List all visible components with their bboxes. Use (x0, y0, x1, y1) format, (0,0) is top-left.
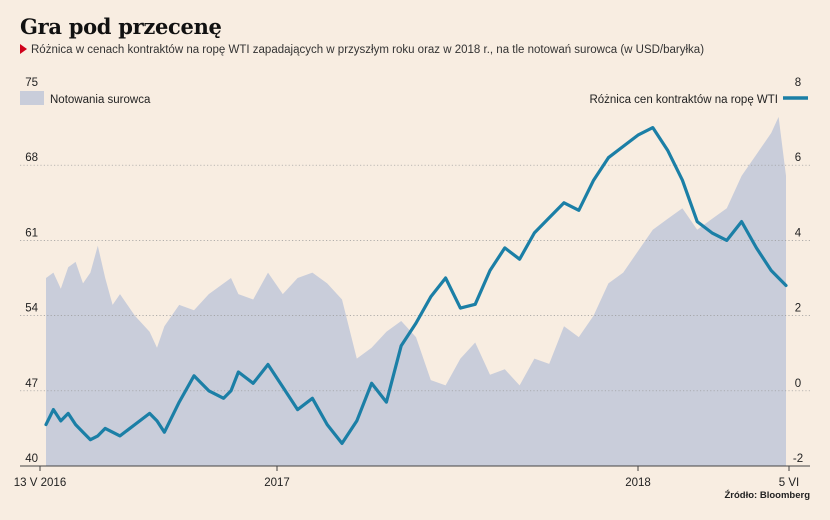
spread-line-series (44, 126, 788, 445)
right-axis-tick-label: 6 (795, 152, 801, 164)
x-axis-tick-label: 13 V 2016 (14, 477, 66, 489)
price-area-series (46, 116, 786, 467)
right-axis-tick-label: 0 (795, 378, 801, 390)
chart-subtitle: Różnica w cenach kontraktów na ropę WTI … (20, 44, 704, 56)
left-axis-tick-label: 40 (25, 453, 38, 465)
left-axis-tick-label: 75 (25, 77, 38, 89)
source-note: Źródło: Bloomberg (724, 490, 811, 501)
red-triangle-icon (20, 44, 27, 54)
legend-area-label: Notowania surowca (50, 94, 151, 106)
x-axis-tick-label: 5 VI (779, 477, 799, 489)
chart-title: Gra pod przecenę (20, 14, 222, 39)
left-axis-tick-label: 61 (25, 227, 38, 239)
x-axis-tick-label: 2017 (264, 477, 290, 489)
legend-line-label: Różnica cen kontraktów na ropę WTI (589, 94, 778, 106)
right-axis-tick-label: 4 (795, 227, 802, 239)
left-axis-tick-label: 68 (25, 152, 38, 164)
subtitle-text: Różnica w cenach kontraktów na ropę WTI … (31, 44, 705, 56)
right-axis-tick-label: -2 (793, 453, 803, 465)
right-axis-tick-label: 8 (795, 77, 801, 89)
left-axis-tick-label: 54 (25, 303, 38, 315)
left-axis-tick-label: 47 (25, 378, 38, 390)
right-axis-tick-label: 2 (795, 303, 801, 315)
x-axis-tick-label: 2018 (625, 477, 651, 489)
legend-area-swatch (20, 91, 44, 105)
